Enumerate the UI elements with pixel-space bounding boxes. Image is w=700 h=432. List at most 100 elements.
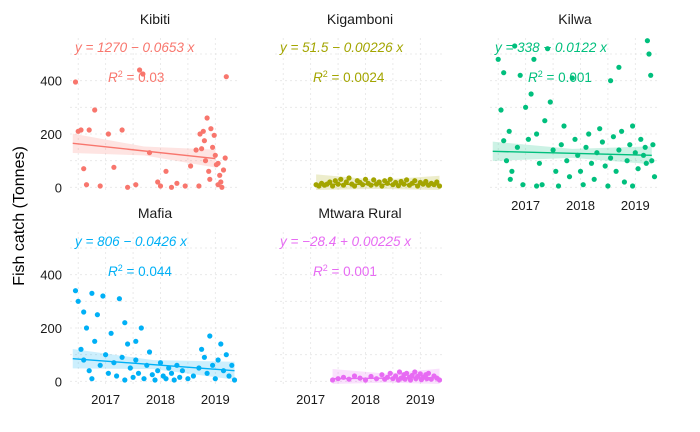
data-point bbox=[218, 341, 224, 347]
facet-kibiti: Kibiti 0 200 400 y = 1270 − 0.0653 x R2 = 0.0… bbox=[40, 11, 240, 195]
data-point bbox=[114, 373, 120, 379]
data-point bbox=[512, 43, 518, 49]
data-point bbox=[425, 370, 432, 376]
data-point bbox=[215, 160, 221, 166]
data-point bbox=[72, 288, 79, 294]
data-point bbox=[409, 372, 415, 379]
data-point bbox=[580, 182, 586, 188]
data-point bbox=[103, 352, 109, 358]
x-tick-label: 2018 bbox=[146, 392, 175, 407]
data-point bbox=[514, 144, 521, 150]
data-point bbox=[231, 377, 238, 383]
data-point bbox=[89, 290, 95, 296]
data-point bbox=[171, 377, 177, 383]
data-point bbox=[501, 70, 507, 76]
data-point bbox=[201, 138, 207, 144]
data-point bbox=[327, 179, 333, 185]
data-point bbox=[558, 142, 564, 148]
data-point bbox=[116, 296, 122, 302]
data-point bbox=[351, 373, 358, 379]
data-point bbox=[371, 177, 377, 183]
data-point bbox=[122, 320, 128, 326]
data-point bbox=[174, 180, 180, 186]
x-tick-label: 2017 bbox=[511, 198, 540, 213]
x-tick-label: 2017 bbox=[296, 392, 325, 407]
fit-line bbox=[332, 376, 440, 380]
data-point bbox=[133, 357, 139, 363]
data-point bbox=[217, 172, 223, 178]
data-point bbox=[223, 352, 229, 358]
data-point bbox=[495, 56, 501, 62]
data-point bbox=[569, 75, 575, 81]
data-point bbox=[599, 139, 606, 145]
r-squared: R2 = 0.001 bbox=[313, 263, 377, 279]
data-point bbox=[200, 128, 206, 134]
data-point bbox=[632, 150, 638, 156]
data-point bbox=[507, 176, 513, 182]
data-point bbox=[202, 158, 209, 164]
data-point bbox=[523, 104, 529, 110]
data-point bbox=[536, 160, 543, 166]
data-point bbox=[168, 370, 175, 376]
data-point bbox=[215, 357, 221, 363]
data-point bbox=[149, 372, 155, 378]
data-point bbox=[207, 333, 213, 339]
data-point bbox=[111, 360, 117, 366]
data-point bbox=[92, 338, 98, 344]
r-squared: R2 = 0.03 bbox=[108, 69, 164, 85]
data-point bbox=[212, 152, 218, 158]
data-point bbox=[638, 136, 644, 142]
data-point bbox=[100, 293, 106, 299]
x-tick-label: 2018 bbox=[351, 392, 380, 407]
fit-equation: y = 806 − 0.0426 x bbox=[74, 234, 188, 249]
data-point bbox=[157, 183, 164, 189]
data-point bbox=[140, 71, 146, 77]
data-point bbox=[155, 368, 161, 374]
data-point bbox=[588, 160, 595, 166]
data-point bbox=[219, 184, 225, 190]
data-point bbox=[404, 177, 410, 183]
data-point bbox=[608, 155, 614, 161]
data-point bbox=[223, 74, 229, 80]
data-point bbox=[185, 376, 191, 382]
data-point bbox=[208, 126, 214, 132]
data-point bbox=[177, 374, 183, 380]
data-point bbox=[199, 146, 205, 152]
r-squared: R2 = 0.0024 bbox=[313, 69, 385, 85]
data-point bbox=[163, 376, 169, 382]
fit-line bbox=[492, 150, 652, 157]
fit-equation: y = 51.5 − 0.00226 x bbox=[279, 40, 404, 55]
data-point bbox=[199, 346, 205, 352]
fit-equation: y = 1270 − 0.0653 x bbox=[74, 40, 196, 55]
data-point bbox=[539, 182, 545, 188]
data-point bbox=[553, 168, 559, 174]
facet-mtwara-rural: Mtwara Rural 2017 2018 2019 y = −28.4 + 0.00… bbox=[275, 205, 445, 407]
y-tick-label: 400 bbox=[40, 74, 62, 89]
data-point bbox=[190, 373, 196, 379]
y-tick-label: 0 bbox=[55, 374, 62, 389]
data-point bbox=[133, 182, 139, 188]
fit-line bbox=[316, 183, 440, 186]
data-point bbox=[105, 131, 111, 137]
data-point bbox=[520, 182, 526, 188]
data-point bbox=[534, 131, 540, 137]
data-point bbox=[550, 147, 556, 153]
data-point bbox=[404, 370, 410, 376]
data-point bbox=[506, 128, 512, 134]
data-point bbox=[635, 166, 641, 172]
data-point bbox=[210, 362, 216, 368]
data-point bbox=[92, 107, 98, 113]
data-point bbox=[545, 46, 551, 52]
data-point bbox=[81, 166, 87, 172]
data-point bbox=[412, 369, 418, 375]
data-point bbox=[605, 183, 611, 189]
x-tick-label: 2019 bbox=[621, 198, 650, 213]
data-point bbox=[627, 142, 633, 148]
x-tick-label: 2019 bbox=[201, 392, 230, 407]
data-point bbox=[182, 183, 188, 189]
x-tick-label: 2017 bbox=[91, 392, 120, 407]
data-point bbox=[561, 123, 567, 129]
data-point bbox=[528, 91, 534, 97]
data-point bbox=[387, 176, 393, 182]
